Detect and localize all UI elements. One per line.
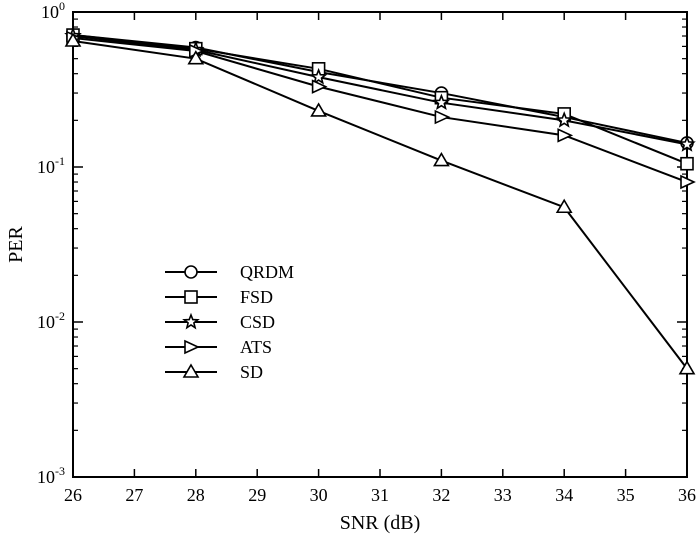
data-point [64,32,82,47]
x-tick-label: 31 [371,485,389,505]
legend: QRDM FSD CSD ATS SD [165,262,294,382]
data-point [187,50,205,65]
y-tick-exponent: -3 [55,464,65,478]
legend-label: QRDM [240,262,294,282]
legend-label: CSD [240,312,275,332]
data-point [434,109,451,125]
y-tick-label: 10-2 [37,309,65,332]
x-axis-label: SNR (dB) [340,512,421,534]
data-point [432,93,451,111]
x-tick-label: 29 [248,485,266,505]
x-tick-label: 27 [125,485,143,505]
data-point [555,198,573,214]
y-axis-label: PER [5,226,27,263]
series-line [72,35,688,146]
legend-label: ATS [240,337,272,357]
data-point [680,174,696,190]
y-tick-base: 10 [37,312,55,332]
legend-marker [182,312,200,330]
y-tick-base: 10 [41,2,59,22]
series-ats [66,30,696,190]
data-point [680,156,694,171]
x-tick-label: 32 [432,485,450,505]
y-tick-label: 10-1 [37,154,65,177]
x-tick-label: 30 [310,485,328,505]
legend-marker [184,265,198,279]
legend-marker [184,290,198,304]
x-tick-label: 28 [187,485,205,505]
data-point [678,360,696,375]
y-tick-base: 10 [37,157,55,177]
x-tick-label: 33 [494,485,512,505]
series-line [72,40,688,370]
series-line [72,36,688,183]
data-point [433,151,450,167]
y-tick-exponent: -2 [55,309,65,323]
y-tick-label: 10-3 [37,464,65,487]
y-tick-exponent: 0 [59,0,65,13]
legend-marker [182,363,200,378]
legend-marker [184,339,200,355]
legend-label: FSD [240,287,273,307]
y-tick-exponent: -1 [55,154,65,168]
y-tick-base: 10 [37,467,55,487]
y-tick-label: 100 [41,0,65,22]
data-point [555,111,573,128]
series-line [72,34,688,165]
data-point [310,102,327,117]
data-point [557,128,574,143]
series-sd [64,32,696,375]
x-tick-label: 36 [678,485,696,505]
data-point [309,67,328,85]
legend-label: SD [240,362,263,382]
data-point [678,135,696,152]
x-tick-label: 35 [617,485,635,505]
x-tick-label: 34 [555,485,573,505]
data-point [311,79,328,94]
x-tick-label: 26 [64,485,82,505]
